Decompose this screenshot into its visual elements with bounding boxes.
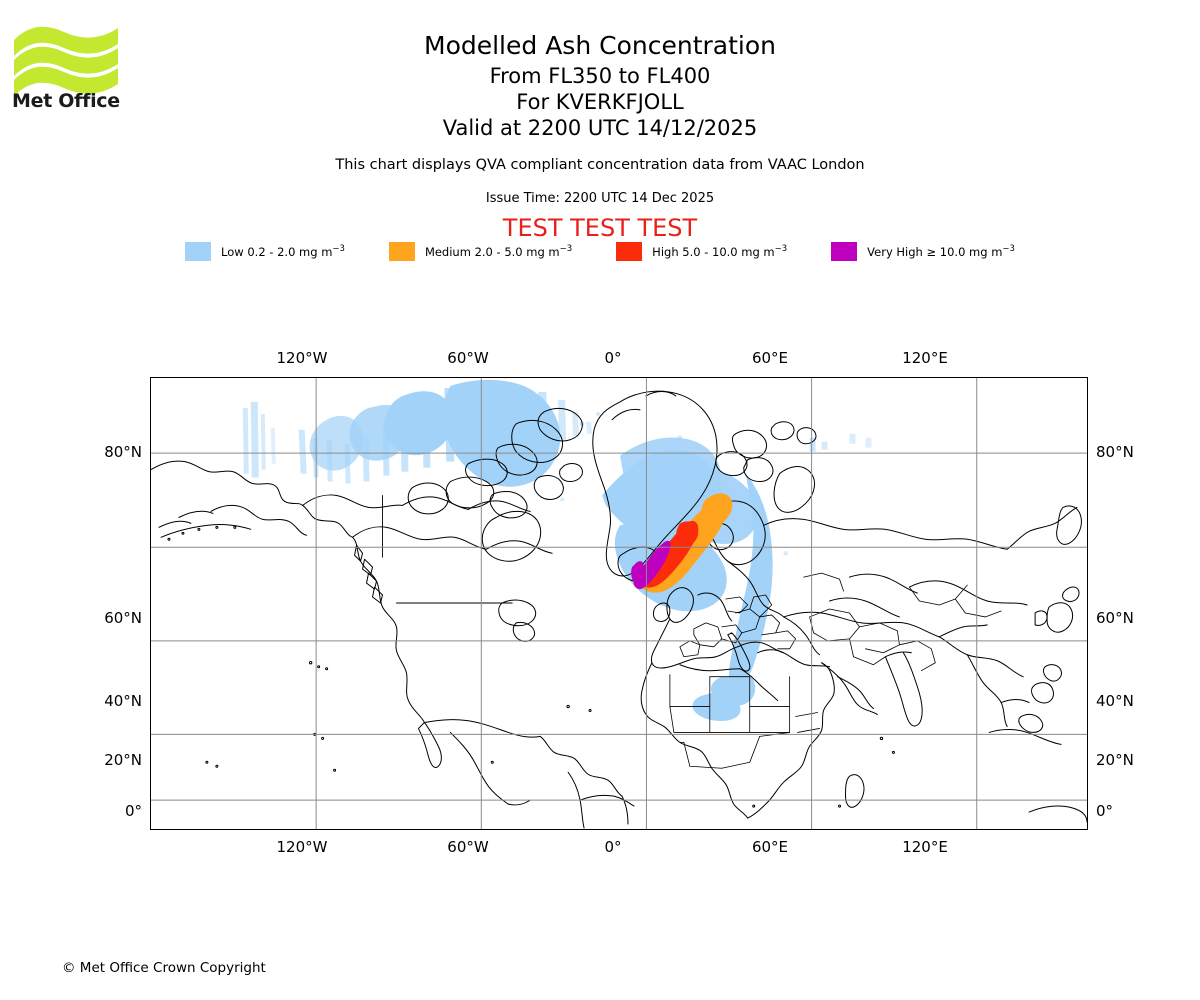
legend-item-high: High 5.0 - 10.0 mg m−3 [616,241,788,261]
legend-label-high: High 5.0 - 10.0 mg m−3 [652,243,788,259]
legend-label-medium: Medium 2.0 - 5.0 mg m−3 [424,243,573,259]
concentration-legend: Low 0.2 - 2.0 mg m−3 Medium 2.0 - 5.0 mg… [0,240,1200,262]
x-tick-top-120w: 120°W [276,349,328,367]
flight-level-line: From FL350 to FL400 [489,64,711,88]
met-office-waves-icon [14,26,118,96]
legend-item-medium: Medium 2.0 - 5.0 mg m−3 [388,241,573,261]
qva-note: This chart displays QVA compliant concen… [335,157,865,173]
map-canvas [151,378,1087,829]
met-office-logo [12,22,122,117]
x-tick-top-60e: 60°E [751,349,789,367]
x-tick-top-0: 0° [604,349,622,367]
legend-item-very-high: Very High ≥ 10.0 mg m−3 [831,241,1015,261]
test-banner: TEST TEST TEST [502,214,698,242]
copyright-notice: © Met Office Crown Copyright [62,960,266,976]
legend-swatch-very-high [831,241,858,261]
ash-concentration-map: 120°W 60°W 0° 60°E 120°E 120°W 60°W 0° 6… [104,349,1134,856]
y-tick-left-80n: 80°N [104,443,142,461]
y-tick-right-60n: 60°N [1096,609,1134,627]
x-tick-bottom-120w: 120°W [276,838,328,856]
legend-label-very-high: Very High ≥ 10.0 mg m−3 [867,243,1015,259]
volcano-line: For KVERKFJOLL [516,90,684,114]
ash-very-high-layer [631,540,671,590]
map-gridlines [151,378,1087,829]
legend-swatch-low [185,241,212,261]
y-tick-left-60n: 60°N [104,609,142,627]
issue-time: Issue Time: 2200 UTC 14 Dec 2025 [485,191,715,206]
coastlines-layer [151,390,1087,829]
valid-time-line: Valid at 2200 UTC 14/12/2025 [442,116,758,140]
x-tick-bottom-60e: 60°E [751,838,789,856]
y-tick-right-80n: 80°N [1096,443,1134,461]
x-tick-bottom-120e: 120°E [902,838,948,856]
legend-swatch-high [616,241,643,261]
x-tick-bottom-60w: 60°W [447,838,489,856]
x-tick-top-60w: 60°W [447,349,489,367]
y-tick-left-40n: 40°N [104,692,142,710]
y-tick-right-0: 0° [1096,802,1114,820]
ash-low-layer [242,379,872,721]
met-office-wordmark: Met Office [12,90,120,112]
y-tick-right-40n: 40°N [1096,692,1134,710]
legend-item-low: Low 0.2 - 2.0 mg m−3 [185,241,345,261]
x-tick-bottom-0: 0° [604,838,622,856]
page-title: Modelled Ash Concentration [424,31,776,60]
y-tick-right-20n: 20°N [1096,751,1134,769]
y-tick-left-20n: 20°N [104,751,142,769]
legend-swatch-medium [388,241,415,261]
map-frame[interactable] [150,377,1088,830]
legend-label-low: Low 0.2 - 2.0 mg m−3 [221,243,345,259]
y-tick-left-0: 0° [124,802,142,820]
x-tick-top-120e: 120°E [902,349,948,367]
